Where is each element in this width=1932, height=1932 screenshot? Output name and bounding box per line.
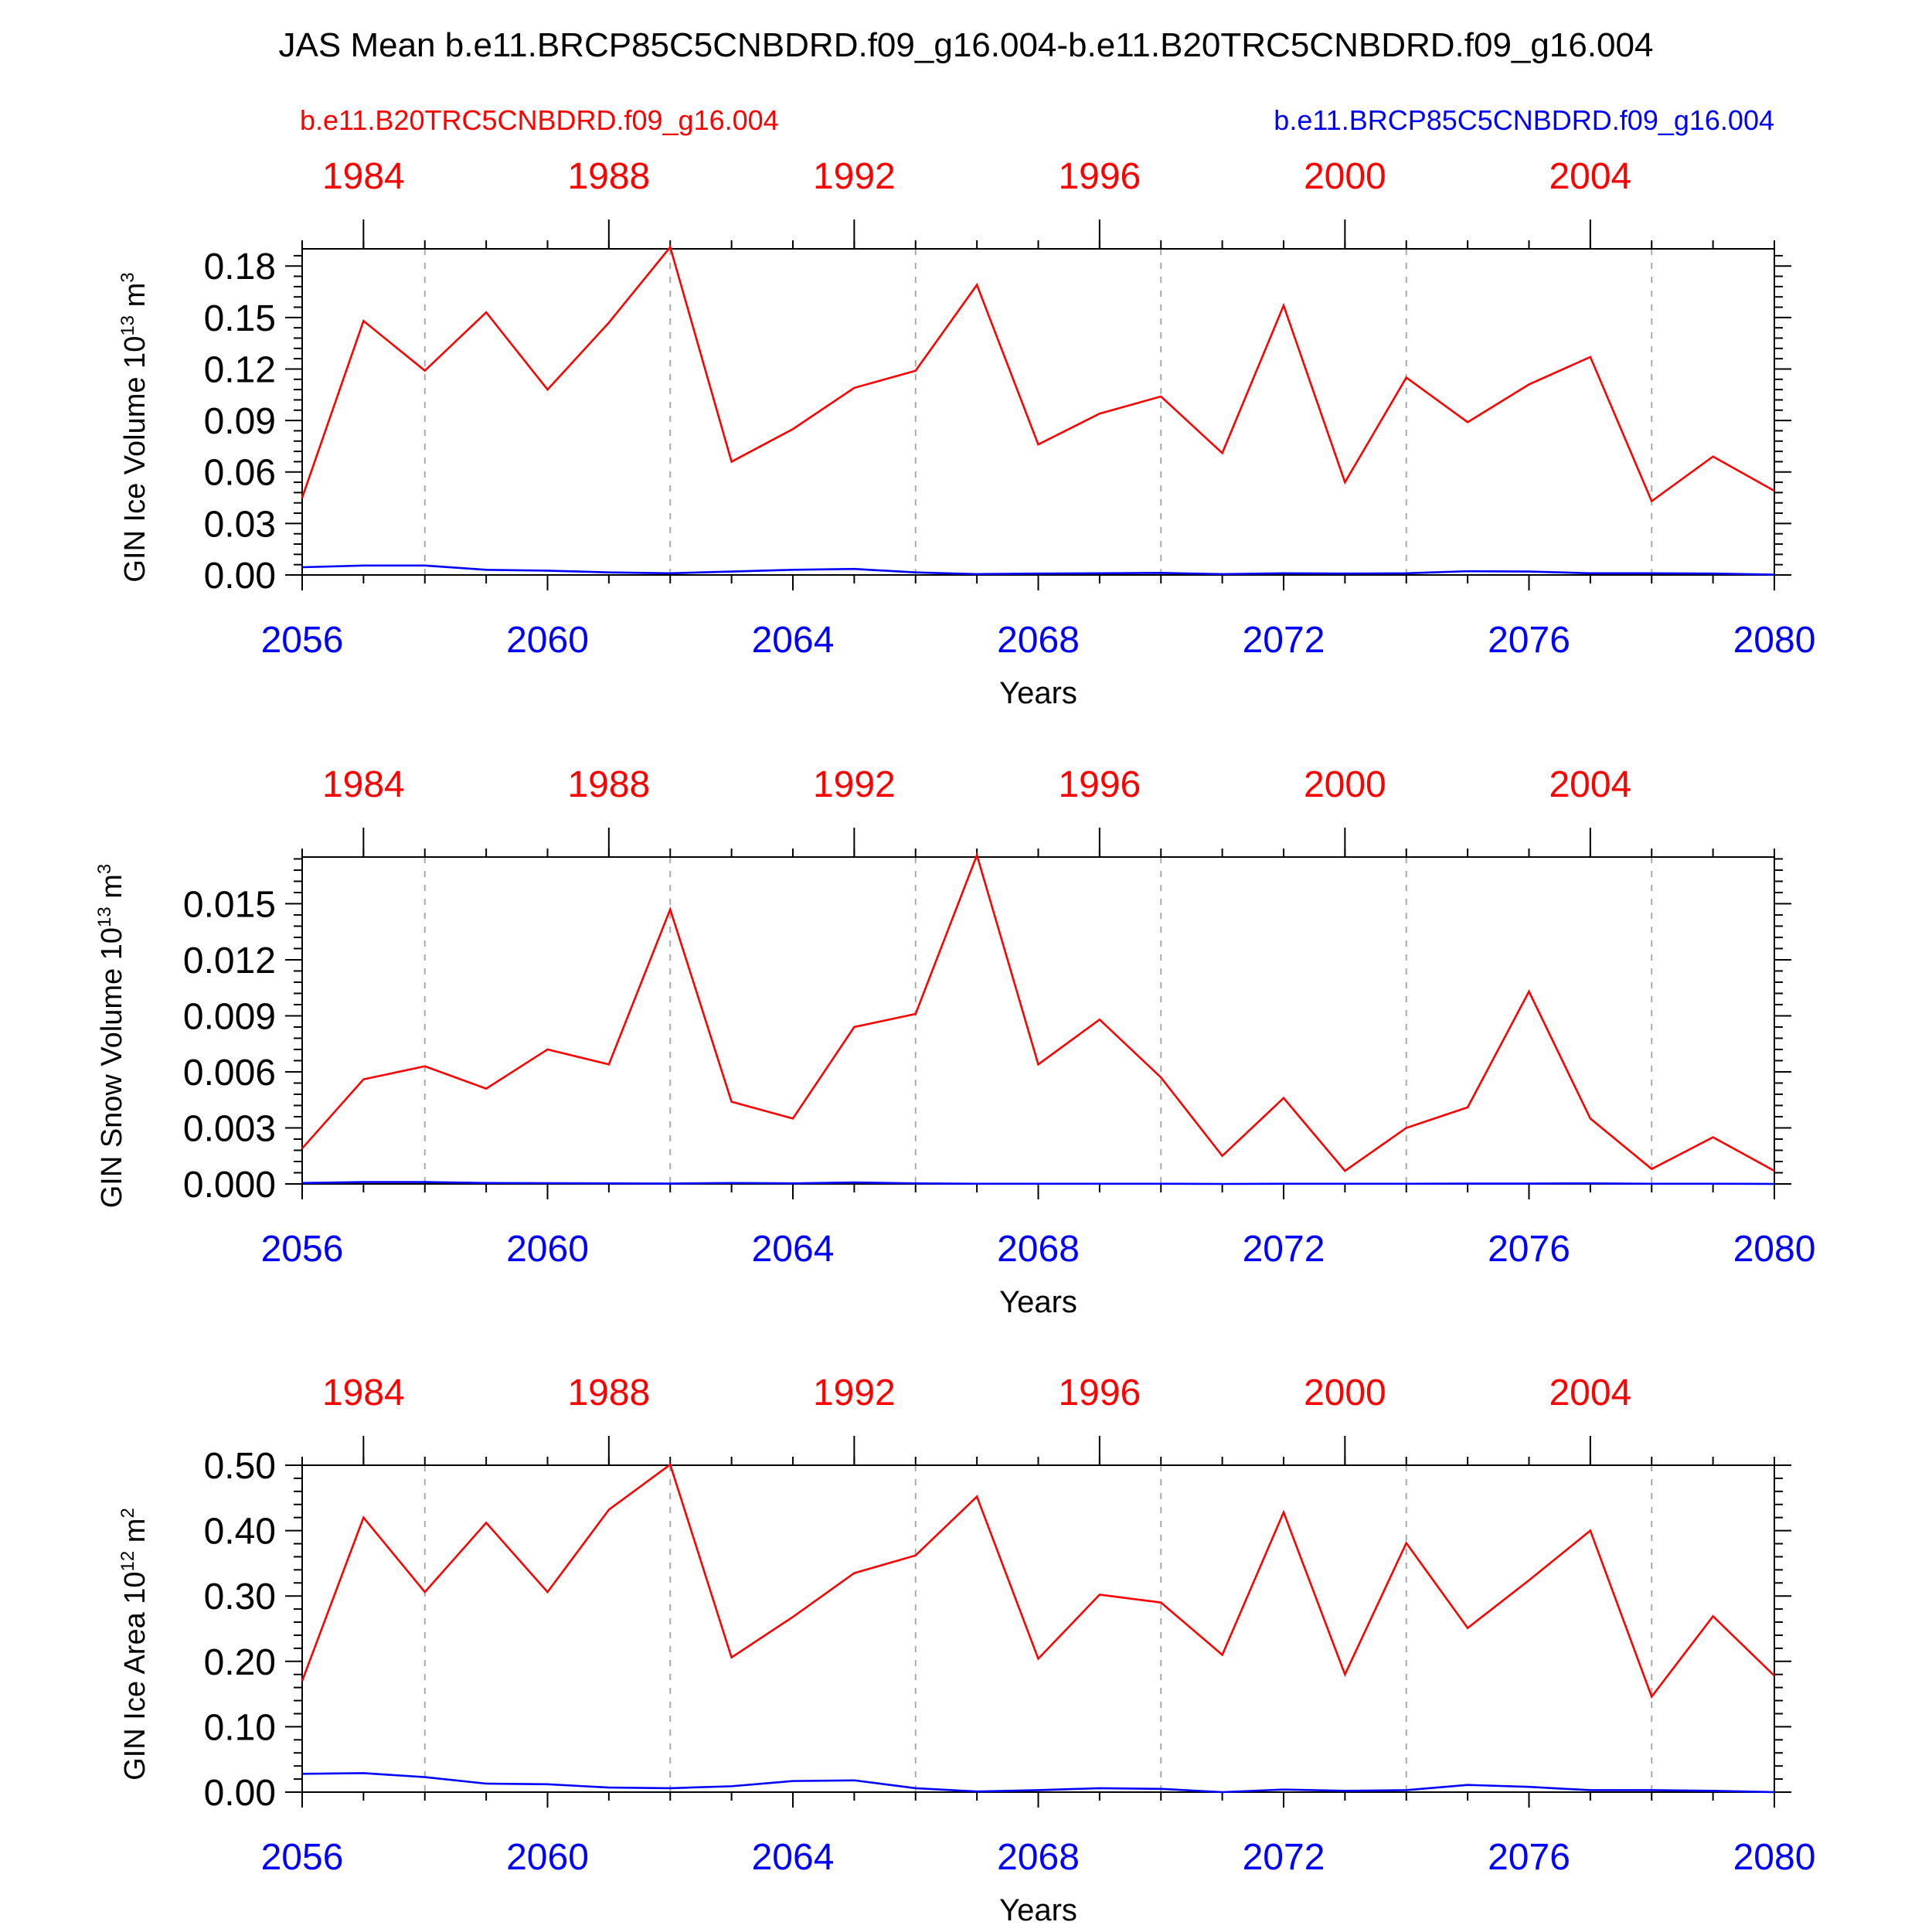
series-line-future: [301, 564, 1775, 576]
plot-frame: [301, 248, 1775, 576]
x-axis-label: Years: [999, 1893, 1077, 1927]
y-tick-label: 0.015: [183, 884, 276, 925]
x-tick-label: 2064: [752, 620, 835, 661]
x-tick-label: 2056: [261, 1229, 344, 1270]
y-tick-label: 0.012: [183, 940, 276, 981]
y-axis-label-part: 3: [117, 272, 138, 282]
top-x-tick-label: 1984: [322, 764, 405, 805]
y-axis-label-part: m: [119, 1519, 151, 1551]
x-tick-label: 2076: [1488, 1837, 1570, 1878]
top-x-tick-label: 1988: [567, 1372, 650, 1413]
x-tick-label: 2076: [1488, 1229, 1570, 1270]
y-tick-label: 0.06: [204, 453, 276, 494]
top-x-tick-label: 2004: [1549, 1372, 1631, 1413]
y-axis-label-part: 2: [117, 1508, 138, 1518]
plot-frame: [301, 1464, 1775, 1793]
top-x-tick-label: 1992: [813, 156, 896, 197]
panels: 2056 2060 2064 2068 2072 2076 2080 1984 1988 1992…: [94, 156, 1815, 1927]
x-tick-label: 2056: [261, 1837, 344, 1878]
legend-future-label: b.e11.BRCP85C5CNBDRD.f09_g16.004: [1274, 104, 1774, 136]
x-axis-label: Years: [999, 676, 1077, 710]
series-line-historical: [301, 245, 1775, 503]
x-tick-label: 2080: [1733, 620, 1816, 661]
x-tick-label: 2072: [1243, 1229, 1325, 1270]
y-axis-label-part: m: [119, 283, 151, 315]
y-tick-label: 0.03: [204, 504, 276, 545]
top-x-tick-label: 2000: [1304, 1372, 1386, 1413]
y-axis-label-part: 13: [117, 315, 138, 336]
x-axis-label: Years: [999, 1285, 1077, 1319]
top-x-tick-label: 1996: [1058, 764, 1141, 805]
y-tick-label: 0.00: [204, 556, 276, 597]
y-axis-label: GIN Snow Volume 1013 m3: [94, 864, 128, 1209]
x-tick-label: 2060: [506, 620, 589, 661]
y-tick-label: 0.40: [204, 1512, 276, 1553]
y-axis-label-part: GIN Snow Volume 10: [96, 927, 128, 1208]
main-title: JAS Mean b.e11.BRCP85C5CNBDRD.f09_g16.00…: [279, 26, 1654, 64]
top-x-tick-label: 2000: [1304, 156, 1386, 197]
top-x-tick-label: 1996: [1058, 1372, 1141, 1413]
x-tick-label: 2076: [1488, 620, 1570, 661]
top-x-tick-label: 1988: [567, 764, 650, 805]
y-tick-label: 0.09: [204, 401, 276, 442]
y-tick-label: 0.00: [204, 1773, 276, 1814]
y-axis-label-part: 12: [117, 1551, 138, 1572]
top-x-tick-label: 1996: [1058, 156, 1141, 197]
x-tick-label: 2060: [506, 1837, 589, 1878]
series-line-future: [301, 1181, 1775, 1185]
top-x-tick-label: 1984: [322, 156, 405, 197]
top-x-tick-label: 2000: [1304, 764, 1386, 805]
x-tick-label: 2056: [261, 620, 344, 661]
series-line-historical: [301, 1463, 1775, 1699]
y-tick-label: 0.009: [183, 996, 276, 1037]
chart-panel-1: 2056 2060 2064 2068 2072 2076 2080 1984 1988 1992…: [117, 156, 1815, 710]
series-line-future: [301, 1772, 1775, 1794]
y-tick-label: 0.20: [204, 1642, 276, 1683]
x-tick-label: 2068: [997, 620, 1080, 661]
series-line-historical: [301, 852, 1775, 1172]
y-tick-label: 0.15: [204, 298, 276, 339]
y-tick-label: 0.18: [204, 247, 276, 287]
top-x-tick-label: 1992: [813, 1372, 896, 1413]
y-tick-label: 0.006: [183, 1053, 276, 1094]
y-tick-label: 0.30: [204, 1577, 276, 1617]
y-axis-label-part: m: [96, 874, 128, 906]
y-axis-label: GIN Ice Area 1012 m2: [117, 1508, 151, 1781]
top-x-tick-label: 2004: [1549, 156, 1631, 197]
x-tick-label: 2064: [752, 1229, 835, 1270]
chart-panel-3: 2056 2060 2064 2068 2072 2076 2080 1984 1988 1992…: [117, 1372, 1815, 1927]
y-axis-label: GIN Ice Volume 1013 m3: [117, 272, 151, 582]
x-tick-label: 2068: [997, 1837, 1080, 1878]
legend-hist-label: b.e11.B20TRC5CNBDRD.f09_g16.004: [300, 104, 779, 136]
chart-panel-2: 2056 2060 2064 2068 2072 2076 2080 1984 1988 1992…: [94, 764, 1815, 1319]
top-x-tick-label: 1992: [813, 764, 896, 805]
y-tick-label: 0.000: [183, 1165, 276, 1206]
y-tick-label: 0.10: [204, 1707, 276, 1748]
x-tick-label: 2072: [1243, 1837, 1325, 1878]
y-tick-label: 0.50: [204, 1446, 276, 1487]
y-axis-label-part: GIN Ice Area 10: [119, 1571, 151, 1780]
y-axis-label-part: 13: [94, 906, 115, 927]
x-tick-label: 2080: [1733, 1837, 1816, 1878]
x-tick-label: 2072: [1243, 620, 1325, 661]
x-tick-label: 2064: [752, 1837, 835, 1878]
y-axis-label-part: GIN Ice Volume 10: [119, 336, 151, 583]
top-x-tick-label: 1988: [567, 156, 650, 197]
x-tick-label: 2080: [1733, 1229, 1816, 1270]
top-x-tick-label: 1984: [322, 1372, 405, 1413]
x-tick-label: 2060: [506, 1229, 589, 1270]
x-tick-label: 2068: [997, 1229, 1080, 1270]
y-axis-label-part: 3: [94, 864, 115, 874]
y-tick-label: 0.12: [204, 349, 276, 390]
top-x-tick-label: 2004: [1549, 764, 1631, 805]
plot-frame: [301, 856, 1775, 1185]
y-tick-label: 0.003: [183, 1108, 276, 1149]
